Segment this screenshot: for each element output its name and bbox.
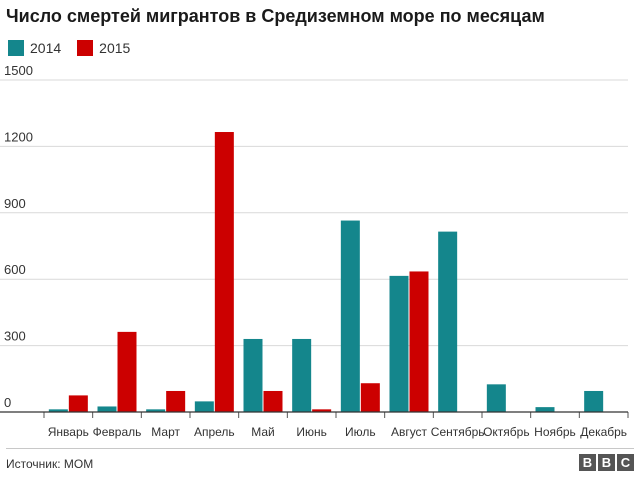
x-tick-label: Май: [251, 425, 275, 439]
bar-2015-3: [166, 390, 186, 412]
footer: Источник: МОМ B B C: [0, 448, 640, 482]
x-tick-label: Февраль: [93, 425, 142, 439]
bar-2015-1: [68, 395, 88, 412]
footer-divider: [6, 448, 634, 449]
bar-2014-3: [146, 409, 166, 412]
bar-2015-7: [360, 383, 380, 412]
bar-2014-12: [584, 390, 604, 412]
y-tick-label: 0: [4, 395, 11, 410]
x-tick-label: Июль: [345, 425, 376, 439]
legend-item-2015: 2015: [77, 40, 130, 56]
chart-title: Число смертей мигрантов в Средиземном мо…: [6, 6, 545, 26]
bar-2014-7: [340, 220, 360, 412]
x-tick-label: Декабрь: [580, 425, 627, 439]
bar-2015-4: [214, 132, 234, 412]
bar-2014-6: [292, 338, 312, 412]
legend: 2014 2015: [8, 40, 146, 56]
x-tick-label: Март: [151, 425, 180, 439]
legend-item-2014: 2014: [8, 40, 61, 56]
bar-chart: 0 300 600 900 1200 1500 Январь Февраль Март Апрел…: [0, 63, 629, 439]
legend-swatch-2014: [8, 40, 24, 56]
bar-2014-5: [243, 338, 263, 412]
x-tick-label: Август: [391, 425, 428, 439]
bbc-logo-letter: C: [617, 454, 634, 471]
bar-2014-10: [486, 384, 506, 412]
y-tick-label: 1500: [4, 63, 33, 78]
bar-2014-4: [194, 401, 214, 412]
x-tick-label: Июнь: [296, 425, 327, 439]
bar-2014-8: [389, 275, 409, 412]
bar-2015-8: [409, 271, 429, 412]
x-tick-label: Ноябрь: [534, 425, 576, 439]
source-note: Источник: МОМ: [6, 457, 94, 471]
x-tick-label: Январь: [48, 425, 89, 439]
x-tick-label: Апрель: [194, 425, 235, 439]
bbc-logo: B B C: [577, 454, 634, 471]
legend-label-2015: 2015: [99, 40, 131, 56]
bbc-logo-letter: B: [598, 454, 615, 471]
legend-swatch-2015: [77, 40, 94, 56]
bar-2014-1: [48, 409, 68, 412]
bar-2015-6: [312, 409, 332, 412]
bbc-logo-letter: B: [579, 454, 596, 471]
bar-2014-11: [535, 407, 555, 412]
bar-2014-9: [438, 231, 458, 412]
bar-2014-2: [97, 406, 117, 412]
bar-2015-2: [117, 331, 137, 412]
x-tick-label: Октябрь: [483, 425, 530, 439]
y-tick-label: 1200: [4, 129, 33, 144]
y-tick-label: 900: [4, 196, 26, 211]
x-tick-label: Сентябрь: [431, 425, 485, 439]
legend-label-2014: 2014: [30, 40, 62, 56]
bar-2015-5: [263, 390, 283, 412]
y-tick-label: 600: [4, 262, 26, 277]
y-tick-label: 300: [4, 329, 26, 344]
